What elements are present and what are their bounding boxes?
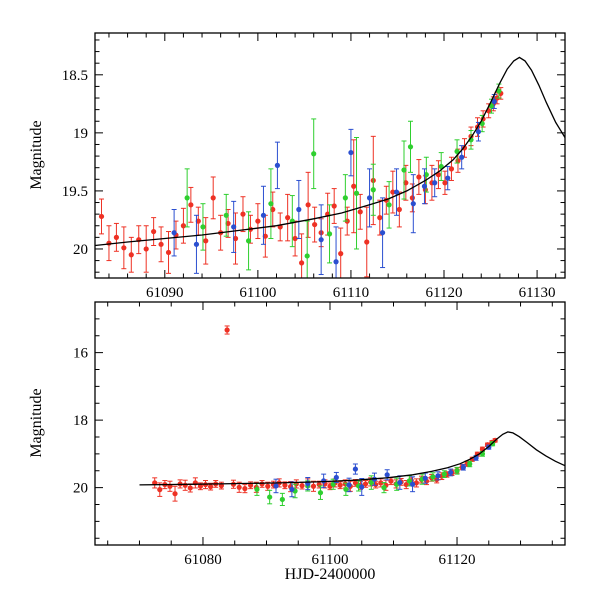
y-tick-label: 16: [73, 346, 89, 362]
data-layer: [152, 325, 498, 507]
y-axis-label-bottom: Magnitude: [28, 388, 45, 458]
panel-frame: [94, 32, 566, 279]
series-red: [98, 87, 504, 278]
series-blue: [171, 94, 497, 278]
axis-ticks: [95, 33, 565, 278]
data-layer: [98, 83, 504, 278]
x-axis-label: HJD-2400000: [284, 566, 376, 583]
y-tick-label: 18.5: [62, 68, 88, 84]
y-tick-label: 20: [73, 242, 88, 258]
model-curve: [139, 431, 565, 486]
x-tick-label: 61090: [146, 285, 184, 301]
model-curve: [95, 56, 565, 247]
x-tick-label: 61130: [519, 285, 556, 301]
panel-bottom: 61080 61100 61120 16 18 20: [73, 301, 566, 568]
x-tick-label: 61120: [426, 285, 463, 301]
x-tick-label: 61100: [239, 285, 276, 301]
y-tick-label: 19: [73, 126, 88, 142]
series-green: [184, 83, 502, 278]
x-tick-label: 61120: [439, 552, 476, 568]
x-tick-label: 61110: [333, 285, 369, 301]
y-tick-label: 18: [73, 413, 88, 429]
y-tick-label: 19.5: [62, 184, 88, 200]
x-tick-label: 61080: [184, 552, 222, 568]
panel-frame: [94, 301, 566, 546]
x-tick-label: 61100: [312, 552, 349, 568]
y-axis-label-top: Magnitude: [28, 120, 45, 190]
y-tick-label: 20: [73, 481, 88, 497]
series-blue: [273, 444, 492, 498]
panel-top: 61090 61100 61110 61120 61130 18.5 19 19.5 20: [62, 32, 566, 301]
axis-ticks: [95, 302, 565, 545]
